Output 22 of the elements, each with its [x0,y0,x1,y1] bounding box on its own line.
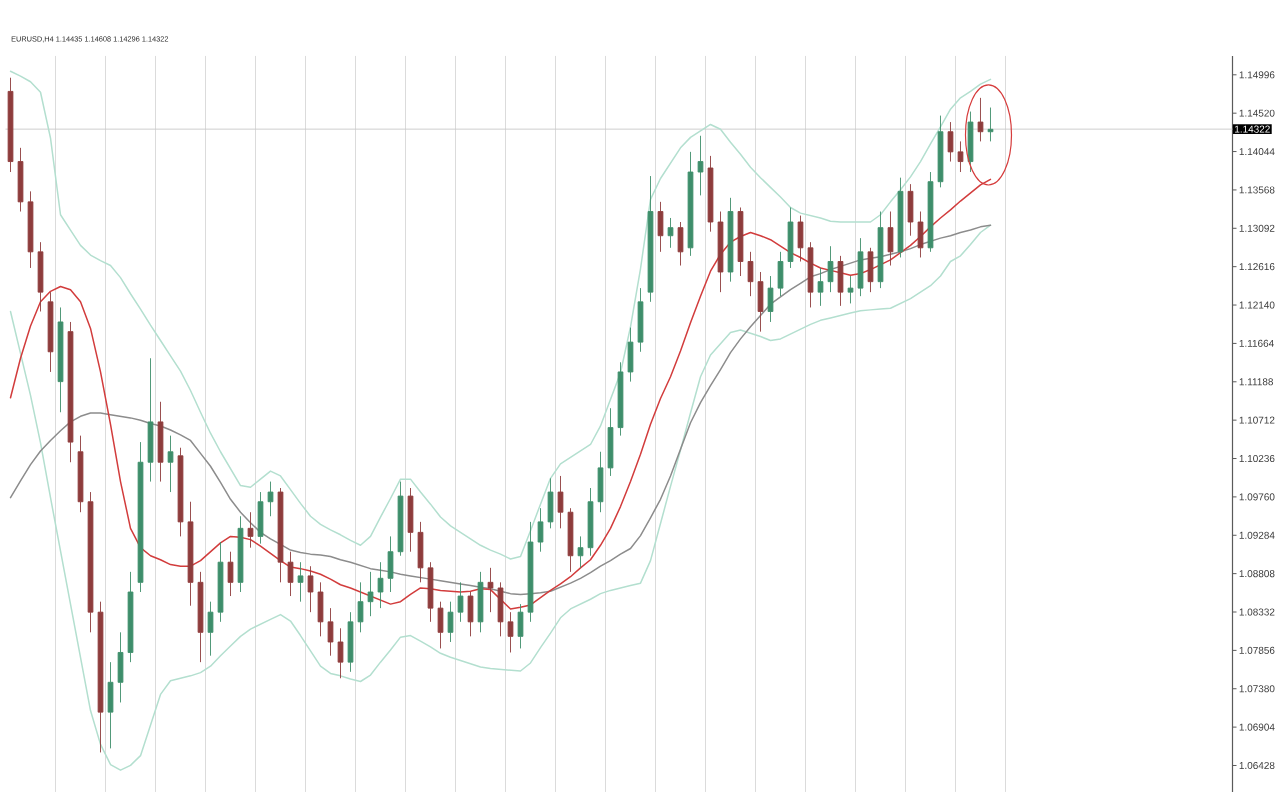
candlestick [467,591,474,637]
candlestick [67,321,74,463]
candlestick [157,401,164,483]
candlestick [977,97,984,142]
candlestick [297,561,304,603]
candlestick [677,221,684,266]
candlestick [247,511,254,549]
candlestick [887,211,894,266]
candlestick [237,515,244,593]
candlestick [227,551,234,597]
candlestick [987,107,994,142]
candlestick [647,175,654,303]
candlestick [727,197,734,283]
candlestick [897,177,904,258]
candlestick [477,571,484,633]
candlestick [867,247,874,293]
candlestick [167,435,174,493]
candlestick [667,217,674,249]
candlestick [657,201,664,253]
candlestick [57,307,64,413]
candlestick [837,255,844,307]
candlestick [47,291,54,373]
